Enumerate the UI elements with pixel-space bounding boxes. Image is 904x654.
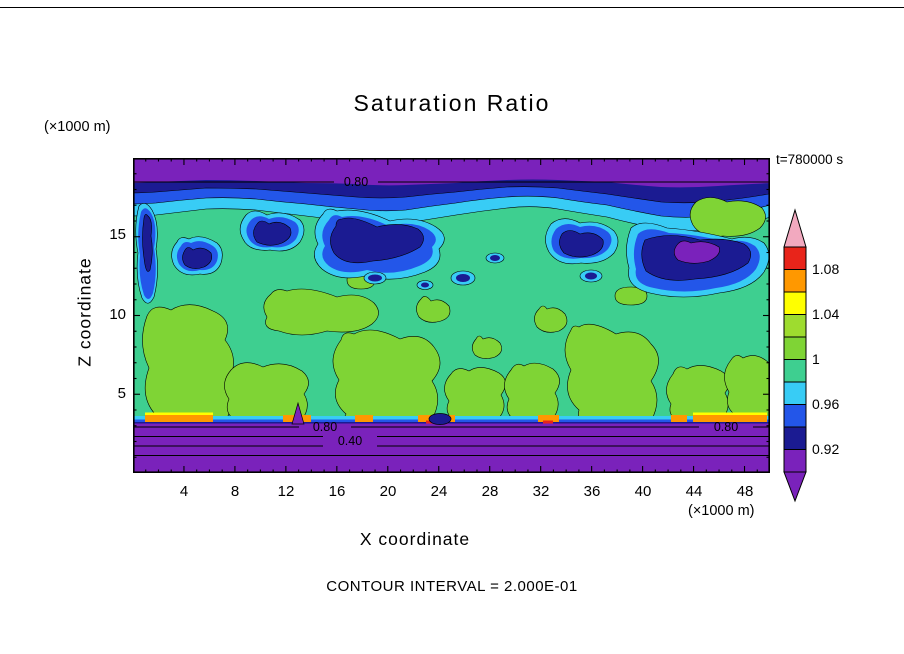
contour-field <box>133 158 770 473</box>
page-title: Saturation Ratio <box>353 90 551 116</box>
surface-contour-lines <box>133 426 770 457</box>
x-tick-label: 28 <box>481 483 499 500</box>
surface-hot-strips <box>145 401 767 425</box>
top-right-cell <box>689 197 766 237</box>
colorbar <box>783 208 807 503</box>
x-tick-label: 44 <box>685 483 703 500</box>
upper-bands <box>133 158 770 232</box>
colorbar-label: 1.04 <box>812 306 840 322</box>
x-tick-label: 8 <box>230 483 240 500</box>
x-axis-unit: (×1000 m) <box>688 503 755 519</box>
y-axis-unit: (×1000 m) <box>44 119 111 135</box>
x-axis-label: X coordinate <box>359 529 471 549</box>
time-label: t=780000 s <box>776 152 844 167</box>
colorbar-label: 0.92 <box>812 441 840 457</box>
x-tick-label: 20 <box>379 483 397 500</box>
contour-label-bottom-left: 0.80 <box>312 420 338 434</box>
contour-interval-note: CONTOUR INTERVAL = 2.000E-01 <box>326 578 578 595</box>
contour-label-top: 0.80 <box>343 175 369 189</box>
colorbar-label: 0.96 <box>812 396 840 412</box>
contour-label-bottom-mid: 0.40 <box>337 434 363 448</box>
colorbar-label: 1 <box>812 351 820 367</box>
surface-purple-spike <box>291 401 305 425</box>
dry-pocket-specks <box>416 252 603 290</box>
contour-label-bottom-right: 0.80 <box>713 420 739 434</box>
colorbar-under-arrow <box>783 471 807 503</box>
x-tick-label: 12 <box>277 483 295 500</box>
colorbar-over-arrow <box>783 208 807 248</box>
y-axis-label: Z coordinate <box>74 257 95 367</box>
dry-pockets <box>135 202 770 304</box>
y-tick-label: 5 <box>117 385 126 402</box>
colorbar-segments <box>783 246 807 473</box>
y-tick-label: 10 <box>109 306 126 323</box>
x-tick-label: 48 <box>736 483 754 500</box>
surface-layer <box>133 416 770 473</box>
x-tick-label: 36 <box>583 483 601 500</box>
supersaturated-cells <box>142 270 770 422</box>
x-tick-label: 32 <box>532 483 550 500</box>
window-top-border <box>0 7 904 8</box>
plot-frame <box>133 158 770 473</box>
x-tick-label: 40 <box>634 483 652 500</box>
y-tick-label: 15 <box>109 226 126 243</box>
x-tick-label: 24 <box>430 483 448 500</box>
x-tick-label: 4 <box>179 483 189 500</box>
colorbar-label: 1.08 <box>812 261 840 277</box>
x-tick-label: 16 <box>328 483 346 500</box>
